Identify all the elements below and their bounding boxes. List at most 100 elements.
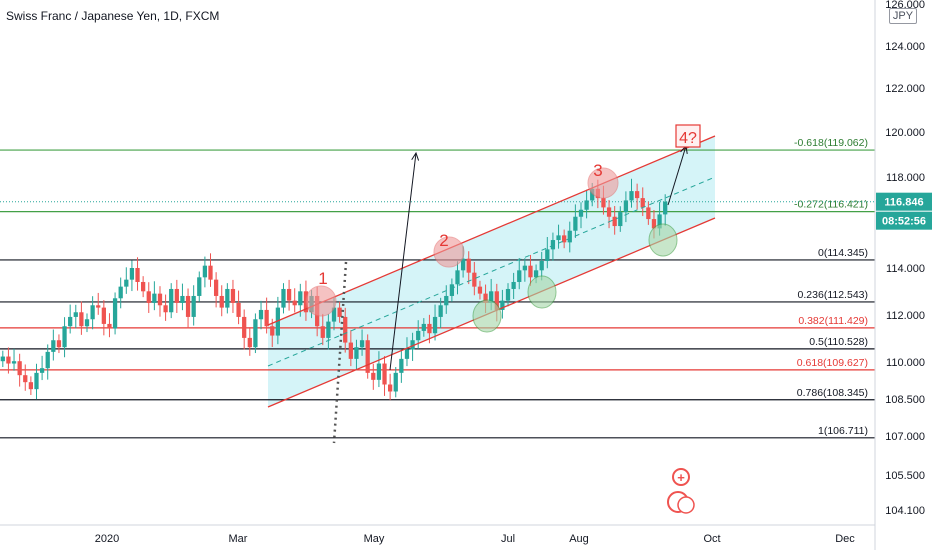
candle-body <box>567 230 572 243</box>
candle-body <box>107 323 112 329</box>
candle-body <box>371 372 376 380</box>
candle-body <box>258 309 264 320</box>
candle-body <box>651 219 657 229</box>
countdown-bg <box>876 211 932 230</box>
time-tick-label: Oct <box>703 533 720 545</box>
candle-body <box>539 261 544 271</box>
arrow-upward-head <box>411 151 420 161</box>
candle-body <box>174 288 179 303</box>
candle-body <box>56 340 62 348</box>
wave-label-2: 2 <box>439 231 448 250</box>
candle-body <box>618 212 623 227</box>
touch-circle-green <box>527 275 557 309</box>
price-tick-label: 118.000 <box>886 172 925 184</box>
candle-body <box>219 295 224 308</box>
price-tick-label: 104.100 <box>885 505 925 517</box>
candle-body <box>236 302 241 317</box>
candle-body <box>0 356 5 362</box>
touch-circle-green <box>472 299 502 333</box>
event-icon-glyph: + <box>677 470 685 485</box>
candle-body <box>96 305 101 308</box>
fib-label: 0(114.345) <box>818 247 868 259</box>
candle-body <box>646 207 651 220</box>
candle-body <box>11 361 17 364</box>
time-tick-label: Aug <box>569 533 589 545</box>
candle-body <box>6 356 11 364</box>
wave-label-4-box <box>675 124 701 148</box>
candle-body <box>511 281 516 289</box>
candle-body <box>590 188 595 201</box>
candle-body <box>562 235 567 243</box>
wave-circle-red <box>587 167 619 199</box>
time-tick-label: May <box>364 533 385 545</box>
candle-body <box>90 305 95 320</box>
extension-label: -0.618(119.062) <box>794 137 868 149</box>
candle-body <box>124 279 129 287</box>
candle-body <box>39 368 45 373</box>
price-tick-label: 126.000 <box>885 0 925 11</box>
candle-body <box>634 191 640 199</box>
candle-body <box>545 249 550 262</box>
candle-body <box>208 265 213 280</box>
candle-body <box>382 363 387 385</box>
fib-label: 0.236(112.543) <box>798 289 868 301</box>
candle-body <box>517 270 522 282</box>
candle-body <box>326 321 331 338</box>
wave-label-3: 3 <box>593 161 602 180</box>
candle-body <box>68 316 73 327</box>
candle-body <box>343 316 348 343</box>
candle-body <box>399 358 404 373</box>
candle-body <box>45 351 50 369</box>
candle-body <box>34 372 39 390</box>
candle-body <box>275 307 280 336</box>
candle-body <box>51 340 56 352</box>
candle-body <box>410 340 415 350</box>
candle-body <box>505 288 511 301</box>
candle-body <box>202 265 208 278</box>
touch-circle-green <box>648 223 678 257</box>
fib-label: 0.786(108.345) <box>797 387 868 399</box>
candle-body <box>169 288 174 313</box>
candle-body <box>348 342 353 359</box>
wave-circle-red <box>305 285 337 317</box>
candle-body <box>152 293 157 303</box>
fib-label: 0.618(109.627) <box>797 357 868 369</box>
candle-body <box>432 316 438 334</box>
candle-body <box>298 291 303 306</box>
fib-label: 1(106.711) <box>818 425 868 437</box>
candle-body <box>112 298 118 329</box>
candle-body <box>331 307 337 322</box>
candle-body <box>623 200 629 213</box>
candle-body <box>612 216 617 227</box>
candle-body <box>247 337 252 348</box>
candle-body <box>242 316 247 338</box>
arrow-upward <box>389 152 417 371</box>
candle-body <box>578 209 584 217</box>
currency-badge[interactable]: JPY <box>889 8 917 24</box>
candle-body <box>270 326 275 336</box>
candle-body <box>444 295 449 306</box>
candle-body <box>365 340 370 373</box>
price-tick-label: 107.000 <box>885 431 925 443</box>
price-tick-label: 112.000 <box>886 310 925 322</box>
price-tick-label: 108.500 <box>885 394 925 406</box>
candle-body <box>601 198 606 208</box>
candle-body <box>522 265 527 271</box>
candle-body <box>404 349 410 359</box>
time-tick-label: Jul <box>501 533 515 545</box>
candle-body <box>73 312 78 317</box>
candle-body <box>573 216 578 231</box>
candle-body <box>118 286 123 299</box>
candle-body <box>556 235 561 241</box>
fib-label: 0.382(111.429) <box>798 315 868 327</box>
candle-body <box>606 207 612 217</box>
candle-body <box>416 330 421 341</box>
candle-body <box>28 382 34 390</box>
current-price-badge: 116.846 <box>884 197 923 209</box>
candle-body <box>421 323 426 331</box>
time-tick-label: Dec <box>835 533 855 545</box>
chart-title: Swiss Franc / Japanese Yen, 1D, FXCM <box>6 9 220 23</box>
current-price-badge-bg <box>876 192 932 211</box>
